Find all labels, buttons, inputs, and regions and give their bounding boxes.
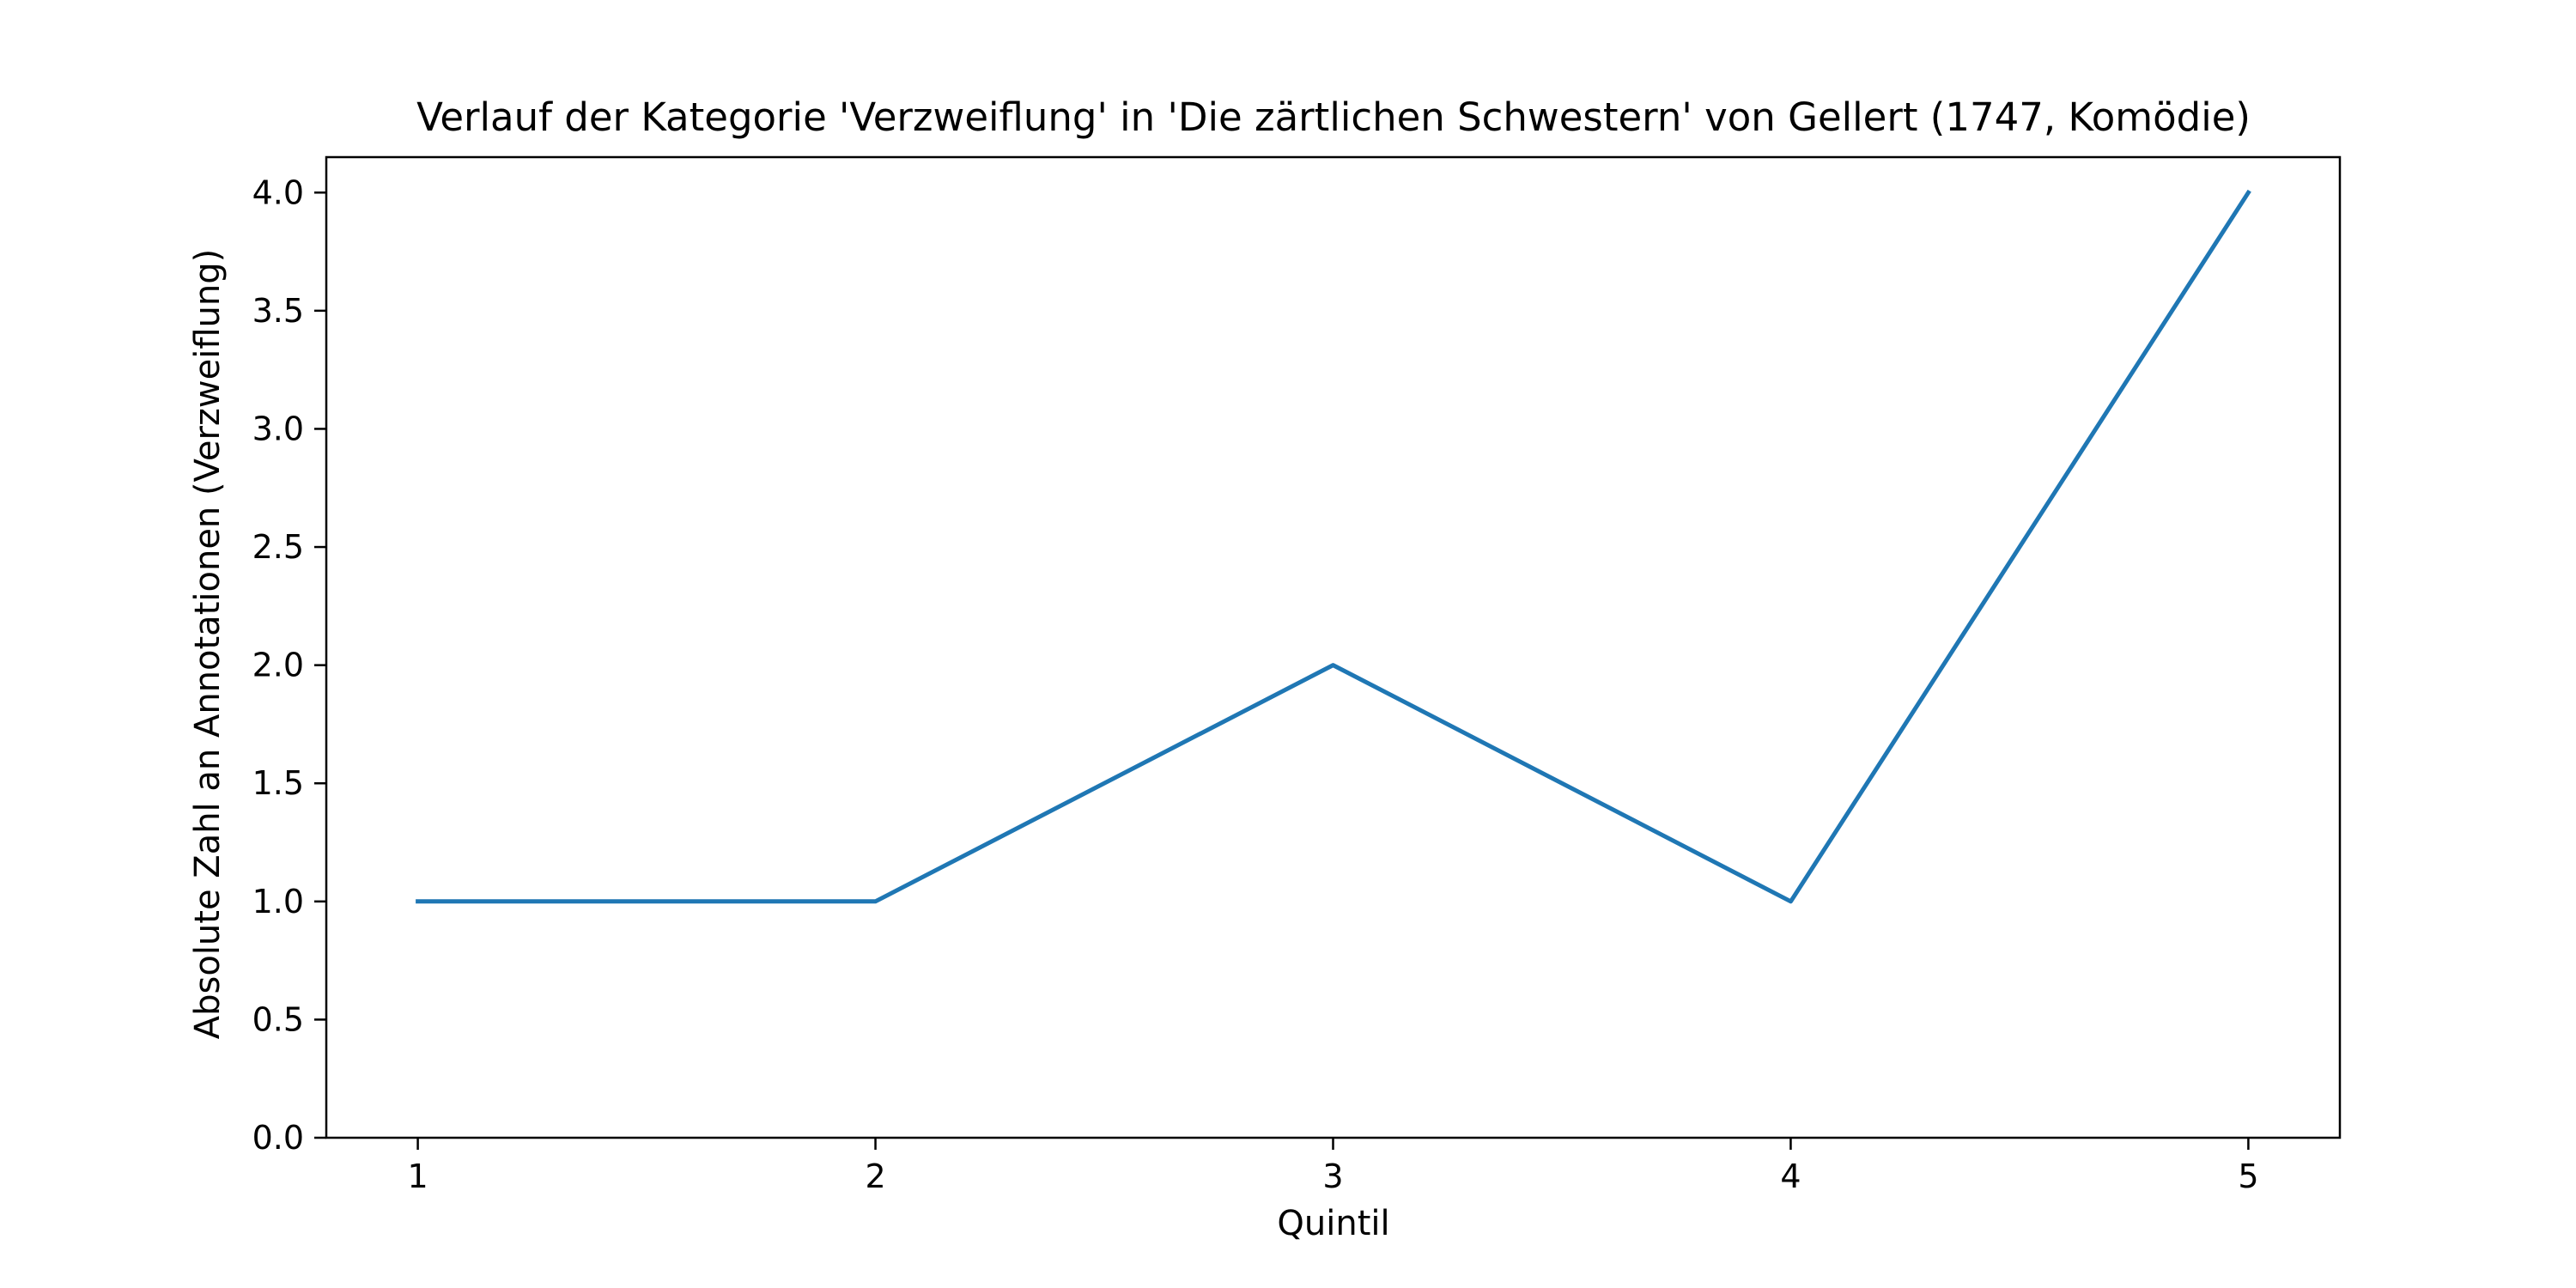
y-tick-label: 4.0: [252, 173, 304, 211]
x-tick-label: 1: [407, 1157, 428, 1195]
y-tick-label: 3.0: [252, 410, 304, 447]
x-tick-label: 2: [865, 1157, 885, 1195]
series-line-0: [416, 189, 2251, 904]
x-axis-label: Quintil: [1277, 1204, 1389, 1243]
x-tick-label: 5: [2238, 1157, 2258, 1195]
x-tick-label: 3: [1322, 1157, 1343, 1195]
plot-area: 1 2 3 4 5 0.0 0.5 1.0 1.5 2.0 2.5 3.0 3.5 4.0: [252, 155, 2342, 1195]
y-tick-label: 0.0: [252, 1119, 304, 1157]
y-tick-label: 0.5: [252, 1000, 304, 1038]
y-tick-label: 1.5: [252, 764, 304, 802]
chart-title: Verlauf der Kategorie 'Verzweiflung' in …: [416, 94, 2251, 140]
x-tick-label: 4: [1780, 1157, 1801, 1195]
y-tick-label: 2.0: [252, 647, 304, 684]
y-tick-label: 3.5: [252, 292, 304, 330]
y-tick-label: 1.0: [252, 883, 304, 920]
y-tick-label: 2.5: [252, 528, 304, 566]
y-axis-label: Absolute Zahl an Annotationen (Verzweifl…: [188, 249, 228, 1040]
